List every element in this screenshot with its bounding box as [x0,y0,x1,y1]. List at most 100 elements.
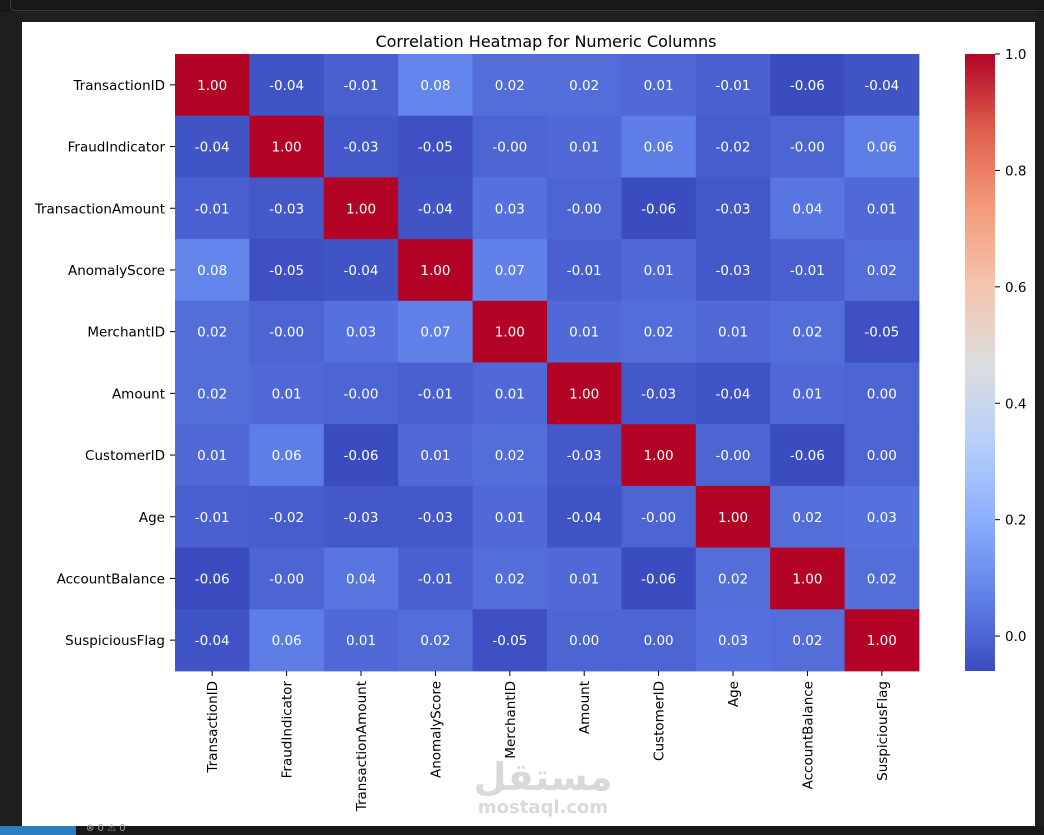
cell-value-label: -0.04 [567,510,602,526]
colorbar-gradient [965,54,995,671]
cell-value-label: -0.05 [418,140,453,156]
heatmap-cell [844,177,920,240]
heatmap-cell [695,239,771,302]
heatmap-cell [844,300,920,363]
cell-value-label: -0.00 [269,325,304,341]
heatmap-cell [323,362,399,425]
colorbar-tick-label: 0.8 [1005,163,1026,179]
row-label: Age [139,510,165,526]
column-label: AnomalyScore [428,681,444,778]
heatmap-cell [844,54,920,117]
heatmap-cell [547,362,622,425]
mostaql-watermark-logo: مستقل mostaql.com [474,755,613,818]
row-labels: TransactionID FraudIndicator TransactionAm… [34,78,175,649]
row-label: TransactionAmount [34,201,165,217]
cell-value-label: -0.06 [641,201,676,217]
heatmap-cell [323,547,399,610]
column-label: FraudIndicator [280,681,296,779]
heatmap-cell [547,115,622,178]
heatmap-cell [249,300,325,363]
heatmap-cell [695,485,771,548]
status-mode-badge[interactable] [0,826,76,835]
cell-value-label: -0.01 [195,510,230,526]
colorbar-tick-label: 0.4 [1005,396,1026,412]
cell-value-label: -0.00 [492,140,527,156]
heatmap-cell [695,177,771,240]
heatmap-cell [621,362,697,425]
cell-value-label: 0.01 [718,325,748,341]
heatmap-cell [398,424,473,487]
cell-value-label: 0.04 [346,571,376,587]
cell-value-label: -0.00 [790,140,825,156]
heatmap-cell [472,115,548,178]
heatmap-cell [249,609,325,672]
cell-value-label: 0.02 [569,78,599,94]
cell-value-label: -0.04 [269,78,304,94]
heatmap-cell [547,177,622,240]
cell-value-label: 0.02 [867,571,897,587]
heatmap-cell [472,485,548,548]
cell-value-label: -0.01 [567,263,602,279]
heatmap-cell [621,609,697,672]
heatmap-cell [249,239,325,302]
heatmap-cell [695,362,771,425]
heatmap-chart: Correlation Heatmap for Numeric Columns … [34,32,1027,818]
cell-value-label: -0.03 [344,140,379,156]
cell-value-label: -0.01 [716,78,751,94]
cell-value-label: -0.00 [344,386,379,402]
column-label: CustomerID [652,681,668,761]
cell-value-label: -0.03 [716,201,751,217]
cell-value-label: -0.01 [195,201,230,217]
row-label: CustomerID [85,448,165,464]
heatmap-cell [472,239,548,302]
heatmap-cell [175,485,250,548]
cell-value-label: -0.00 [567,201,602,217]
heatmap-cell [547,424,622,487]
heatmap-cell [175,362,250,425]
heatmap-cell [770,362,845,425]
heatmap-cell [175,424,250,487]
watermark-arabic-logo: مستقل [474,755,613,799]
heatmap-cell [844,609,920,672]
heatmap-cell [770,239,845,302]
heatmap-cell [844,115,920,178]
cell-value-label: 0.02 [718,571,748,587]
problems-indicator[interactable]: ⊗ 0 ⚠ 0 [86,823,126,834]
heatmap-cell [472,547,548,610]
heatmap-cell [175,547,250,610]
colorbar-tick-label: 0.2 [1005,513,1026,529]
heatmap-cell [398,239,473,302]
heatmap-cell [472,424,548,487]
cell-value-label: 1.00 [420,263,450,279]
cell-value-label: 0.02 [644,325,674,341]
cell-value-label: -0.06 [641,571,676,587]
cell-value-label: 0.01 [644,78,674,94]
heatmap-cell [472,362,548,425]
heatmap-cell [175,239,250,302]
heatmap-cell [175,54,250,117]
cell-value-label: -0.01 [418,571,453,587]
cell-value-label: 0.03 [346,325,376,341]
heatmap-cell [249,362,325,425]
cell-value-label: 0.02 [420,633,450,649]
cell-value-label: 0.08 [197,263,227,279]
heatmap-cell [547,547,622,610]
heatmap-cell [770,115,845,178]
heatmap-cell [472,177,548,240]
heatmap-cell [323,54,399,117]
cell-value-label: 0.03 [718,633,748,649]
heatmap-cell [323,609,399,672]
heatmap-cell [323,300,399,363]
cell-value-label: 0.02 [792,325,822,341]
column-label: TransactionID [205,681,221,774]
status-bar: ⊗ 0 ⚠ 0 [0,823,1044,835]
cell-value-label: 0.01 [867,201,897,217]
heatmap-cell [770,424,845,487]
cell-value-label: 0.02 [867,263,897,279]
cell-value-label: -0.03 [418,510,453,526]
cell-value-label: 0.06 [272,448,302,464]
cell-value-label: 0.01 [792,386,822,402]
heatmap-cell [175,300,250,363]
column-label: Age [726,681,742,707]
row-label: TransactionID [72,78,165,94]
